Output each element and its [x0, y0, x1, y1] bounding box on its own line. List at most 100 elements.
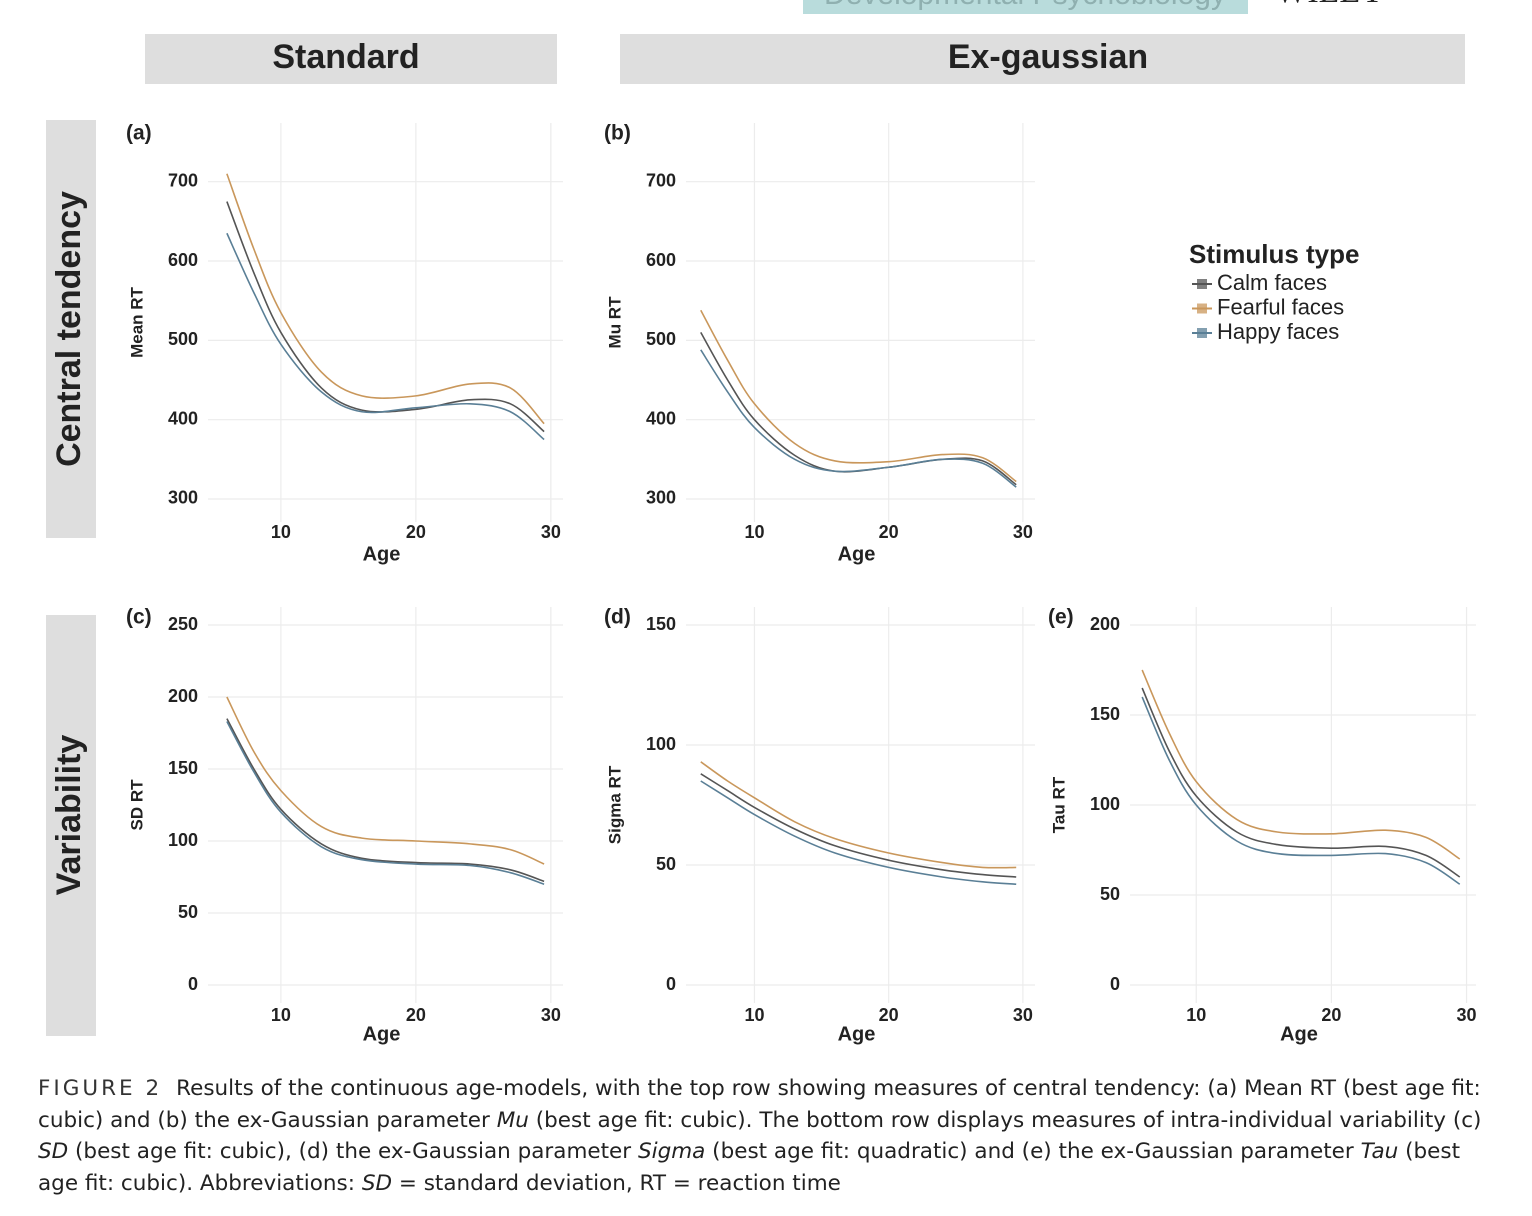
- y-tick-label: 500: [168, 329, 198, 349]
- y-tick-label: 50: [178, 902, 198, 922]
- series-line: [226, 718, 545, 883]
- x-axis-label: Age: [838, 1023, 876, 1045]
- y-tick-label: 500: [646, 329, 676, 349]
- series-line: [700, 349, 1017, 488]
- y-tick-label: 300: [646, 488, 676, 508]
- x-tick-label: 30: [541, 1005, 561, 1025]
- x-axis-label: Age: [1280, 1023, 1318, 1045]
- y-tick-label: 0: [1110, 974, 1120, 994]
- series-line: [700, 309, 1017, 483]
- y-axis-label: Sigma RT: [605, 765, 624, 844]
- legend-label: Fearful faces: [1217, 294, 1344, 319]
- x-tick-label: 10: [271, 522, 291, 542]
- y-tick-label: 100: [646, 734, 676, 754]
- y-tick-label: 150: [168, 758, 198, 778]
- y-tick-label: 600: [168, 250, 198, 270]
- y-tick-label: 300: [168, 488, 198, 508]
- y-tick-label: 400: [168, 408, 198, 428]
- x-axis-label: Age: [363, 1023, 401, 1045]
- caption-text: (best age fit: cubic). The bottom row di…: [528, 1107, 1482, 1133]
- panel-label: (a): [126, 122, 152, 145]
- legend-key: [1197, 328, 1207, 338]
- x-tick-label: 20: [879, 1005, 899, 1025]
- journal-name: Developmental Psychobiology: [824, 0, 1226, 11]
- x-tick-label: 30: [1457, 1005, 1477, 1025]
- x-tick-label: 10: [1186, 1005, 1206, 1025]
- caption-text: Results of the continuous age-models, wi…: [38, 1076, 1481, 1133]
- panel-label: (c): [126, 606, 152, 629]
- x-axis-label: Age: [838, 543, 876, 565]
- panel-label: (b): [604, 122, 631, 145]
- y-tick-label: 400: [646, 408, 676, 428]
- y-tick-label: 0: [666, 974, 676, 994]
- series-line: [226, 721, 545, 885]
- y-axis-label: Mu RT: [605, 296, 624, 349]
- caption-text: (best age fit: cubic). Abbreviations:: [38, 1139, 1460, 1196]
- y-axis-label: Tau RT: [1049, 776, 1068, 833]
- caption-text: = standard deviation, RT = reaction time: [392, 1170, 841, 1196]
- y-tick-label: 0: [188, 974, 198, 994]
- y-axis-label: SD RT: [127, 779, 146, 831]
- series-line: [1141, 696, 1461, 885]
- y-tick-label: 700: [646, 170, 676, 190]
- x-tick-label: 30: [541, 522, 561, 542]
- column-strip: [620, 34, 1465, 84]
- caption-label: FIGURE 2: [38, 1076, 163, 1101]
- publisher: WILEY: [1275, 0, 1385, 10]
- y-tick-label: 200: [1090, 614, 1120, 634]
- row-strip-label: Central tendency: [50, 191, 88, 467]
- row-strip: [46, 615, 96, 1036]
- series-line: [226, 201, 545, 433]
- caption-text: Mu: [496, 1107, 529, 1133]
- column-strip-label: Standard: [272, 38, 419, 76]
- y-tick-label: 50: [1100, 884, 1120, 904]
- legend-key: [1197, 303, 1207, 314]
- series-line: [226, 696, 545, 865]
- caption-text: SD: [38, 1139, 69, 1164]
- series-line: [226, 232, 545, 441]
- panel-label: (d): [604, 606, 631, 629]
- caption-text: Sigma: [637, 1139, 706, 1164]
- x-tick-label: 20: [879, 522, 899, 542]
- caption-text: (best age fit: cubic), (d) the ex-Gaussi…: [68, 1139, 638, 1164]
- y-tick-label: 100: [1090, 794, 1120, 814]
- caption-text: (best age fit: quadratic) and (e) the ex…: [705, 1139, 1361, 1164]
- journal-banner: [803, 0, 1248, 14]
- row-strip-label: Variability: [50, 735, 88, 896]
- row-strip: [46, 120, 96, 538]
- column-strip-label: Ex-gaussian: [948, 38, 1148, 76]
- column-strip: [145, 34, 557, 84]
- y-tick-label: 50: [656, 854, 676, 874]
- caption-text: SD: [361, 1170, 393, 1196]
- legend-label: Happy faces: [1217, 319, 1339, 344]
- y-tick-label: 100: [168, 830, 198, 850]
- y-tick-label: 150: [646, 614, 676, 634]
- x-tick-label: 30: [1013, 522, 1033, 542]
- x-tick-label: 30: [1013, 1005, 1033, 1025]
- legend-key: [1197, 279, 1207, 289]
- x-tick-label: 10: [744, 1005, 764, 1025]
- y-tick-label: 700: [168, 170, 198, 190]
- series-line: [700, 761, 1017, 869]
- x-axis-label: Age: [363, 543, 401, 565]
- x-tick-label: 20: [1321, 1005, 1341, 1025]
- caption-text: Tau: [1360, 1139, 1399, 1164]
- series-line: [226, 173, 545, 425]
- x-tick-label: 20: [406, 522, 426, 542]
- legend-title: Stimulus type: [1189, 239, 1359, 269]
- y-tick-label: 250: [168, 614, 198, 634]
- y-tick-label: 200: [168, 686, 198, 706]
- series-line: [1141, 669, 1461, 860]
- series-line: [700, 773, 1017, 878]
- figure: Developmental Psychobiology WILEY Standa…: [46, 0, 1477, 1045]
- panel-label: (e): [1048, 606, 1074, 629]
- x-tick-label: 10: [271, 1005, 291, 1025]
- series-line: [700, 780, 1017, 885]
- y-axis-label: Mean RT: [127, 286, 146, 357]
- x-tick-label: 10: [744, 522, 764, 542]
- x-tick-label: 20: [406, 1005, 426, 1025]
- series-line: [1141, 687, 1461, 878]
- y-tick-label: 150: [1090, 704, 1120, 724]
- legend-label: Calm faces: [1217, 270, 1327, 295]
